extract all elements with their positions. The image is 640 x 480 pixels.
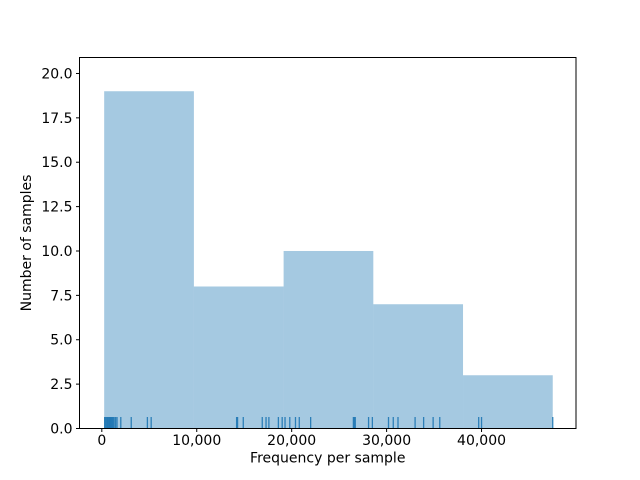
plot-border [79,57,577,429]
x-tick-label: 30,000 [362,433,411,449]
y-tick-label: 7.5 [50,288,72,304]
y-tick-label: 2.5 [50,377,72,393]
y-axis-label: Number of samples [19,175,35,312]
y-tick-label: 5.0 [50,333,72,349]
y-tick-label: 0.0 [50,422,72,438]
y-tick-label: 20.0 [41,66,72,82]
y-tick-label: 17.5 [41,111,72,127]
y-tick-label: 10.0 [41,244,72,260]
histogram-bar [283,250,374,429]
axes-layer: 0 10,000 20,000 30,000 40,000 0.0 2.5 5.0 7.5 10.… [41,57,577,449]
histogram-bar [104,91,194,429]
histogram-bar [373,304,464,429]
y-tick-label: 12.5 [41,200,72,216]
x-tick-label: 20,000 [267,433,316,449]
histogram-bar [193,286,284,429]
histogram-bar [463,375,553,429]
histogram-bars-layer [104,91,553,429]
x-tick-label: 40,000 [457,433,506,449]
x-tick-label: 10,000 [172,433,221,449]
y-tick-label: 15.0 [41,155,72,171]
rug-marks-layer [104,417,554,428]
x-axis-label: Frequency per sample [250,451,405,467]
x-tick-label: 0 [97,433,106,449]
